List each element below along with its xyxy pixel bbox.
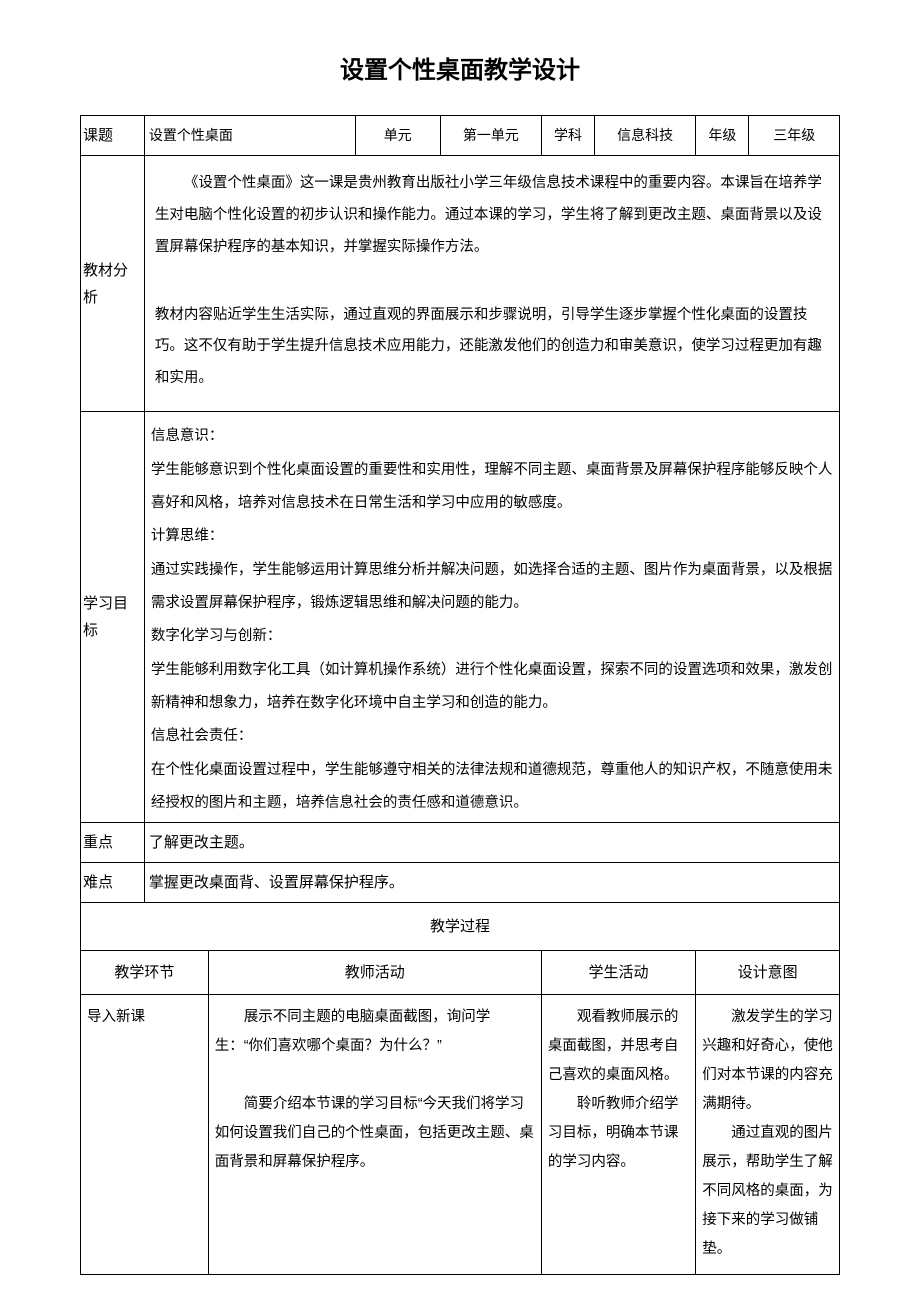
goals-label: 学习目标 (81, 412, 145, 823)
goal3-text: 学生能够利用数字化工具（如计算机操作系统）进行个性化桌面设置，探索不同的设置选项… (151, 654, 833, 721)
student-p1: 观看教师展示的桌面截图，并思考自己喜欢的桌面风格。 (548, 1003, 689, 1090)
goal2-title: 计算思维： (151, 520, 833, 553)
goal4-title: 信息社会责任： (151, 720, 833, 753)
col-stage: 教学环节 (81, 951, 209, 995)
stage-intro: 导入新课 (81, 995, 209, 1275)
goal1-title: 信息意识： (151, 420, 833, 453)
diffpoint-row: 难点 掌握更改桌面背、设置屏幕保护程序。 (81, 863, 840, 903)
unit-value: 第一单元 (440, 116, 541, 156)
goal1-text: 学生能够意识到个性化桌面设置的重要性和实用性，理解不同主题、桌面背景及屏幕保护程… (151, 454, 833, 521)
process-columns-row: 教学环节 教师活动 学生活动 设计意图 (81, 951, 840, 995)
process-header: 教学过程 (81, 903, 840, 951)
grade-label: 年级 (696, 116, 749, 156)
goals-row: 学习目标 信息意识： 学生能够意识到个性化桌面设置的重要性和实用性，理解不同主题… (81, 412, 840, 823)
diffpoint-text: 掌握更改桌面背、设置屏幕保护程序。 (144, 863, 839, 903)
teacher-p1: 展示不同主题的电脑桌面截图，询问学生：“你们喜欢哪个桌面？为什么？” (215, 1003, 535, 1061)
lesson-plan-table: 课题 设置个性桌面 单元 第一单元 学科 信息科技 年级 三年级 教材分析 《设… (80, 115, 840, 1275)
analysis-label: 教材分析 (81, 156, 145, 412)
analysis-p1: 《设置个性桌面》这一课是贵州教育出版社小学三年级信息技术课程中的重要内容。本课旨… (155, 168, 829, 264)
intent-p2: 通过直观的图片展示，帮助学生了解不同风格的桌面，为接下来的学习做铺垫。 (702, 1119, 833, 1264)
subject-label: 学科 (541, 116, 594, 156)
keypoint-label: 重点 (81, 823, 145, 863)
student-p2: 聆听教师介绍学习目标，明确本节课的学习内容。 (548, 1090, 689, 1177)
diffpoint-label: 难点 (81, 863, 145, 903)
analysis-content: 《设置个性桌面》这一课是贵州教育出版社小学三年级信息技术课程中的重要内容。本课旨… (144, 156, 839, 412)
grade-value: 三年级 (749, 116, 840, 156)
meta-row: 课题 设置个性桌面 单元 第一单元 学科 信息科技 年级 三年级 (81, 116, 840, 156)
keypoint-row: 重点 了解更改主题。 (81, 823, 840, 863)
teacher-intro: 展示不同主题的电脑桌面截图，询问学生：“你们喜欢哪个桌面？为什么？” 简要介绍本… (208, 995, 541, 1275)
goals-content: 信息意识： 学生能够意识到个性化桌面设置的重要性和实用性，理解不同主题、桌面背景… (144, 412, 839, 823)
intent-p1: 激发学生的学习兴趣和好奇心，使他们对本节课的内容充满期待。 (702, 1003, 833, 1119)
subject-value: 信息科技 (595, 116, 696, 156)
document-title: 设置个性桌面教学设计 (80, 50, 840, 85)
topic-label: 课题 (81, 116, 145, 156)
student-intro: 观看教师展示的桌面截图，并思考自己喜欢的桌面风格。 聆听教师介绍学习目标，明确本… (541, 995, 695, 1275)
process-row-intro: 导入新课 展示不同主题的电脑桌面截图，询问学生：“你们喜欢哪个桌面？为什么？” … (81, 995, 840, 1275)
col-teacher: 教师活动 (208, 951, 541, 995)
col-student: 学生活动 (541, 951, 695, 995)
intent-intro: 激发学生的学习兴趣和好奇心，使他们对本节课的内容充满期待。 通过直观的图片展示，… (696, 995, 840, 1275)
text-overflow-fade (145, 804, 839, 822)
analysis-p2: 教材内容贴近学生生活实际，通过直观的界面展示和步骤说明，引导学生逐步掌握个性化桌… (155, 300, 829, 396)
process-header-row: 教学过程 (81, 903, 840, 951)
analysis-row: 教材分析 《设置个性桌面》这一课是贵州教育出版社小学三年级信息技术课程中的重要内… (81, 156, 840, 412)
topic-value: 设置个性桌面 (144, 116, 355, 156)
goal3-title: 数字化学习与创新： (151, 620, 833, 653)
teacher-p2: 简要介绍本节课的学习目标“今天我们将学习如何设置我们自己的个性桌面，包括更改主题… (215, 1090, 535, 1177)
col-intent: 设计意图 (696, 951, 840, 995)
keypoint-text: 了解更改主题。 (144, 823, 839, 863)
unit-label: 单元 (355, 116, 440, 156)
goal2-text: 通过实践操作，学生能够运用计算思维分析并解决问题，如选择合适的主题、图片作为桌面… (151, 554, 833, 621)
